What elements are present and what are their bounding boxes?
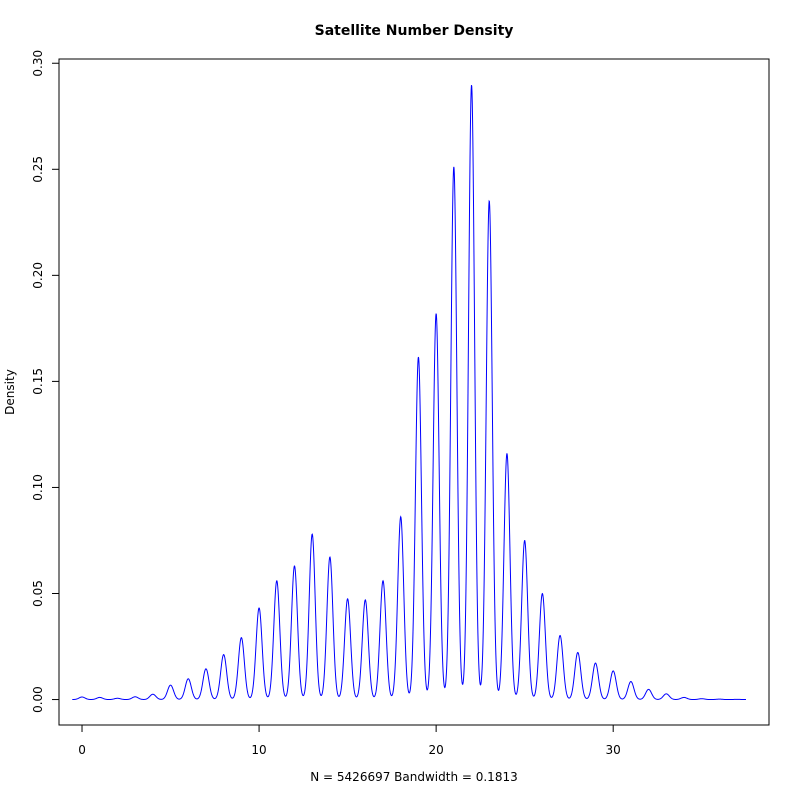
y-tick-label: 0.20 <box>31 262 45 289</box>
y-tick-label: 0.10 <box>31 474 45 501</box>
x-tick-label: 10 <box>251 743 266 757</box>
y-tick-label: 0.25 <box>31 156 45 183</box>
x-axis: 0 10 20 30 <box>78 725 621 757</box>
density-series-line <box>72 85 746 701</box>
y-axis: 0.00 0.05 0.10 0.15 0.20 0.25 0.30 <box>31 50 59 713</box>
x-tick-label: 30 <box>606 743 621 757</box>
plot-frame <box>58 58 770 726</box>
chart-title: Satellite Number Density <box>315 23 514 39</box>
x-tick-label: 0 <box>78 743 86 757</box>
y-tick-label: 0.15 <box>31 368 45 395</box>
x-axis-label: N = 5426697 Bandwidth = 0.1813 <box>310 770 517 784</box>
y-tick-label: 0.00 <box>31 686 45 713</box>
x-tick-label: 20 <box>428 743 443 757</box>
y-tick-label: 0.05 <box>31 580 45 607</box>
y-axis-label: Density <box>3 369 17 415</box>
y-tick-label: 0.30 <box>31 50 45 77</box>
